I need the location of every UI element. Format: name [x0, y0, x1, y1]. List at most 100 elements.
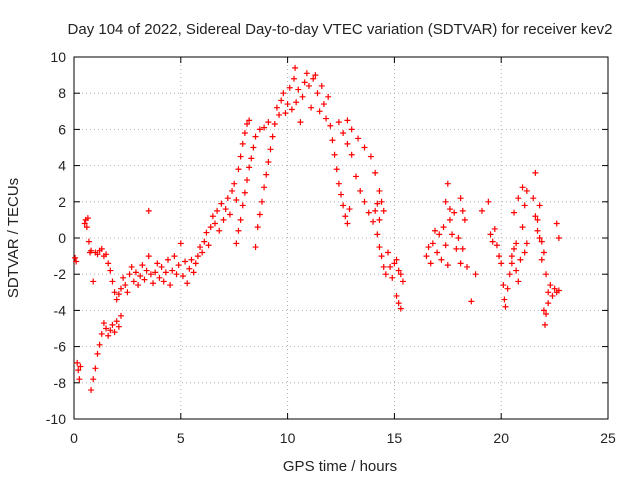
axis-ticks	[73, 56, 609, 420]
data-point	[167, 282, 174, 289]
data-point	[487, 231, 494, 238]
y-tick-label: 8	[58, 85, 66, 101]
data-point	[269, 133, 276, 140]
data-point	[254, 224, 261, 231]
data-point	[472, 271, 479, 278]
data-point	[367, 153, 374, 160]
data-point	[395, 300, 402, 307]
data-point	[139, 262, 146, 269]
data-point	[100, 320, 107, 327]
data-point	[103, 251, 110, 258]
data-point	[190, 269, 197, 276]
data-point	[425, 244, 432, 251]
data-point	[344, 140, 351, 147]
data-point	[205, 242, 212, 249]
data-point	[94, 350, 101, 357]
data-point	[320, 101, 327, 108]
data-point	[340, 130, 347, 137]
data-point	[246, 164, 253, 171]
data-point	[506, 271, 513, 278]
data-point	[491, 225, 498, 232]
data-point	[303, 70, 310, 77]
data-point	[280, 90, 287, 97]
data-point	[132, 269, 139, 276]
data-point	[250, 144, 257, 151]
y-tick-label: -6	[54, 339, 67, 355]
data-point	[308, 104, 315, 111]
data-point	[154, 260, 161, 267]
data-point	[513, 267, 520, 274]
data-point	[489, 238, 496, 245]
data-point	[244, 120, 251, 127]
y-tick-label: 10	[50, 49, 66, 65]
data-point	[229, 187, 236, 194]
data-point	[115, 291, 122, 298]
data-point	[504, 285, 511, 292]
data-point	[397, 271, 404, 278]
data-point	[201, 238, 208, 245]
data-point	[464, 263, 471, 270]
data-point	[327, 122, 334, 129]
data-point	[511, 245, 518, 252]
data-point	[241, 130, 248, 137]
data-point	[186, 265, 193, 272]
data-point	[549, 292, 556, 299]
data-point	[237, 216, 244, 223]
data-point	[551, 285, 558, 292]
data-point	[94, 251, 101, 258]
data-point	[85, 238, 92, 245]
data-point	[295, 86, 302, 93]
data-point	[246, 117, 253, 124]
y-tick-label: -10	[46, 411, 66, 427]
data-point	[239, 140, 246, 147]
data-point	[107, 327, 114, 334]
data-point	[446, 206, 453, 213]
data-point	[370, 218, 377, 225]
data-point	[338, 191, 344, 198]
data-point	[378, 253, 385, 260]
data-point	[399, 278, 406, 285]
data-point	[553, 220, 560, 227]
data-point	[325, 93, 332, 100]
x-tick-label: 10	[280, 430, 296, 446]
data-point	[124, 289, 131, 296]
data-point	[72, 254, 79, 261]
data-point	[211, 220, 218, 227]
data-point	[265, 158, 272, 165]
data-point	[540, 249, 547, 256]
data-point	[105, 260, 112, 267]
chart-title: Day 104 of 2022, Sidereal Day-to-day VTE…	[68, 21, 613, 38]
data-point	[297, 119, 304, 126]
data-point	[299, 93, 306, 100]
data-point	[346, 206, 353, 213]
data-point	[248, 155, 255, 162]
data-point	[543, 311, 550, 318]
data-point	[288, 106, 295, 113]
data-point	[438, 256, 445, 263]
data-point	[81, 220, 88, 227]
data-point	[130, 278, 137, 285]
data-point	[258, 198, 265, 205]
data-point	[74, 359, 81, 366]
data-point	[192, 260, 199, 267]
data-point	[436, 231, 443, 238]
data-point	[310, 75, 317, 82]
data-point	[393, 292, 400, 299]
data-point	[120, 274, 127, 281]
data-point	[256, 126, 263, 133]
data-point	[173, 271, 180, 278]
data-point	[521, 249, 528, 256]
data-point	[152, 269, 159, 276]
data-point	[76, 376, 83, 383]
data-point	[372, 169, 379, 176]
data-point	[498, 260, 505, 267]
data-point	[333, 166, 340, 173]
data-point	[177, 240, 184, 247]
data-point	[252, 133, 259, 140]
data-point	[113, 318, 120, 325]
data-point	[500, 282, 507, 289]
data-point	[291, 75, 298, 82]
data-point	[374, 231, 381, 238]
data-point	[209, 213, 216, 220]
data-point	[98, 245, 105, 252]
